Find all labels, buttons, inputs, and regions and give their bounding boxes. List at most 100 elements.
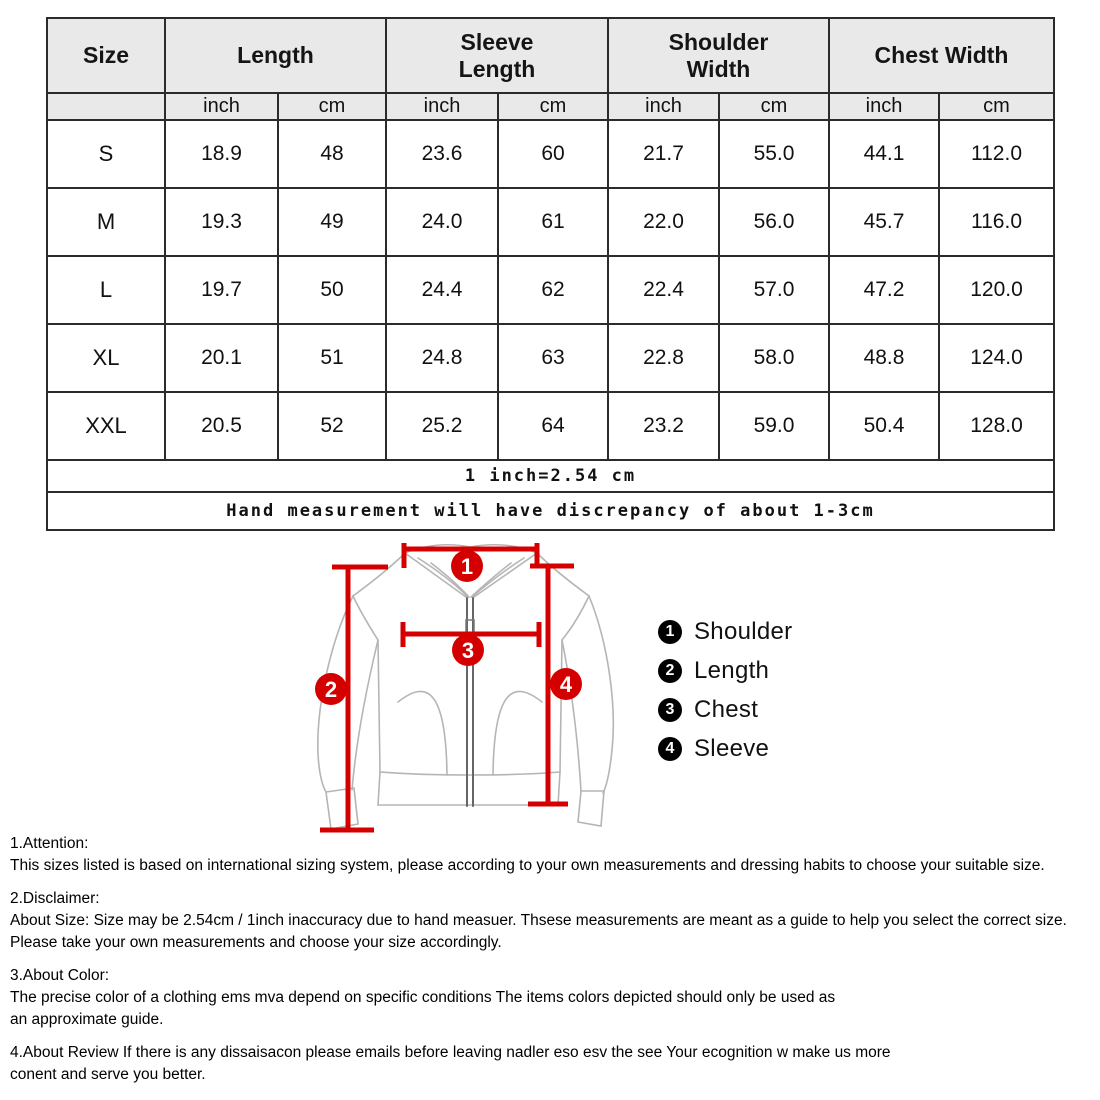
value-cell: 56.0 <box>718 187 830 257</box>
unit-cell: inch <box>607 92 720 121</box>
legend-item-length: 2 Length <box>658 651 792 690</box>
unit-cell: cm <box>277 92 387 121</box>
value-cell: 51 <box>277 323 387 393</box>
measurement-lines <box>320 543 574 833</box>
footnotes: 1.Attention: This sizes listed is based … <box>10 833 1094 1097</box>
unit-cell-empty <box>46 92 166 121</box>
legend-item-sleeve: 4 Sleeve <box>658 729 792 768</box>
measurement-callouts: 1 2 3 4 <box>315 550 582 705</box>
note-text: The precise color of a clothing ems mva … <box>10 989 836 1006</box>
value-cell: 21.7 <box>607 119 720 189</box>
value-cell: 18.9 <box>164 119 279 189</box>
note-text: About Size: Size may be 2.54cm / 1inch i… <box>10 912 1067 929</box>
value-cell: 19.3 <box>164 187 279 257</box>
conversion-note: 1 inch=2.54 cm <box>45 459 1056 493</box>
callout-circle-1 <box>451 550 483 582</box>
value-cell: 45.7 <box>828 187 940 257</box>
legend-label: Sleeve <box>694 734 770 762</box>
callout-circle-2 <box>315 673 347 705</box>
value-cell: 49 <box>277 187 387 257</box>
table-units-row: inch cm inch cm inch cm inch cm <box>46 92 1056 121</box>
value-cell: 62 <box>497 255 609 325</box>
note-text: Please take your own measurements and ch… <box>10 934 502 951</box>
size-label: XL <box>46 323 166 393</box>
size-label: S <box>46 119 166 189</box>
value-cell: 52 <box>277 391 387 461</box>
measurement-legend: 1 Shoulder 2 Length 3 Chest 4 Sleeve <box>658 612 792 768</box>
value-cell: 24.0 <box>385 187 499 257</box>
value-cell: 124.0 <box>937 323 1056 393</box>
circled-number-2-icon: 2 <box>658 658 682 683</box>
table-row-xxl: XXL 20.5 52 25.2 64 23.2 59.0 50.4 128.0 <box>46 391 1056 461</box>
callout-number-3: 3 <box>462 638 474 663</box>
value-cell: 22.8 <box>607 323 720 393</box>
unit-cell: inch <box>164 92 279 121</box>
table-row-s: S 18.9 48 23.6 60 21.7 55.0 44.1 112.0 <box>46 119 1056 189</box>
note-text: an approximate guide. <box>10 1011 164 1028</box>
col-header-sleeve-length: Sleeve Length <box>385 17 609 94</box>
note-text: This sizes listed is based on internatio… <box>10 857 1045 874</box>
value-cell: 48.8 <box>828 323 940 393</box>
value-cell: 55.0 <box>718 119 830 189</box>
legend-item-chest: 3 Chest <box>658 690 792 729</box>
note-title: 3.About Color: <box>10 967 110 984</box>
measurement-note: Hand measurement will have discrepancy o… <box>45 491 1056 531</box>
note-text: conent and serve you better. <box>10 1066 206 1083</box>
size-label: L <box>46 255 166 325</box>
callout-circle-3 <box>452 634 484 666</box>
value-cell: 59.0 <box>718 391 830 461</box>
col-header-shoulder-width: Shoulder Width <box>607 17 830 94</box>
col-header-size: Size <box>46 17 166 94</box>
value-cell: 50 <box>277 255 387 325</box>
table-header-row: Size Length Sleeve Length Shoulder Width… <box>46 17 1056 94</box>
value-cell: 47.2 <box>828 255 940 325</box>
unit-cell: inch <box>385 92 499 121</box>
callout-number-1: 1 <box>461 554 473 579</box>
col-header-chest-width: Chest Width <box>827 17 1056 94</box>
value-cell: 23.2 <box>607 391 720 461</box>
unit-cell: inch <box>828 92 940 121</box>
table-measure-note-row: Hand measurement will have discrepancy o… <box>45 491 1056 531</box>
value-cell: 63 <box>497 323 609 393</box>
value-cell: 19.7 <box>164 255 279 325</box>
callout-number-2: 2 <box>325 677 337 702</box>
note-about-review: 4.About Review If there is any dissaisac… <box>10 1042 1094 1086</box>
legend-label: Length <box>694 656 770 684</box>
value-cell: 60 <box>497 119 609 189</box>
value-cell: 22.0 <box>607 187 720 257</box>
note-about-color: 3.About Color: The precise color of a cl… <box>10 965 1094 1031</box>
legend-label: Chest <box>694 695 759 723</box>
value-cell: 58.0 <box>718 323 830 393</box>
value-cell: 24.8 <box>385 323 499 393</box>
legend-item-shoulder: 1 Shoulder <box>658 612 792 651</box>
circled-number-4-icon: 4 <box>658 736 682 761</box>
callout-circle-4 <box>550 668 582 700</box>
unit-cell: cm <box>497 92 609 121</box>
value-cell: 23.6 <box>385 119 499 189</box>
legend-label: Shoulder <box>694 617 793 645</box>
note-attention: 1.Attention: This sizes listed is based … <box>10 833 1094 877</box>
value-cell: 48 <box>277 119 387 189</box>
note-disclaimer: 2.Disclaimer: About Size: Size may be 2.… <box>10 888 1094 954</box>
circled-number-3-icon: 3 <box>658 697 682 722</box>
value-cell: 24.4 <box>385 255 499 325</box>
table-row-xl: XL 20.1 51 24.8 63 22.8 58.0 48.8 124.0 <box>46 323 1056 393</box>
value-cell: 20.5 <box>164 391 279 461</box>
value-cell: 44.1 <box>828 119 940 189</box>
unit-cell: cm <box>718 92 830 121</box>
note-title: 1.Attention: <box>10 835 89 852</box>
value-cell: 120.0 <box>937 255 1056 325</box>
note-text: 4.About Review If there is any dissaisac… <box>10 1044 891 1061</box>
value-cell: 20.1 <box>164 323 279 393</box>
value-cell: 57.0 <box>718 255 830 325</box>
size-label: XXL <box>46 391 166 461</box>
size-table: Size Length Sleeve Length Shoulder Width… <box>45 17 1056 531</box>
table-conversion-row: 1 inch=2.54 cm <box>45 459 1056 493</box>
table-row-l: L 19.7 50 24.4 62 22.4 57.0 47.2 120.0 <box>46 255 1056 325</box>
value-cell: 22.4 <box>607 255 720 325</box>
value-cell: 112.0 <box>937 119 1056 189</box>
value-cell: 64 <box>497 391 609 461</box>
value-cell: 25.2 <box>385 391 499 461</box>
unit-cell: cm <box>937 92 1056 121</box>
